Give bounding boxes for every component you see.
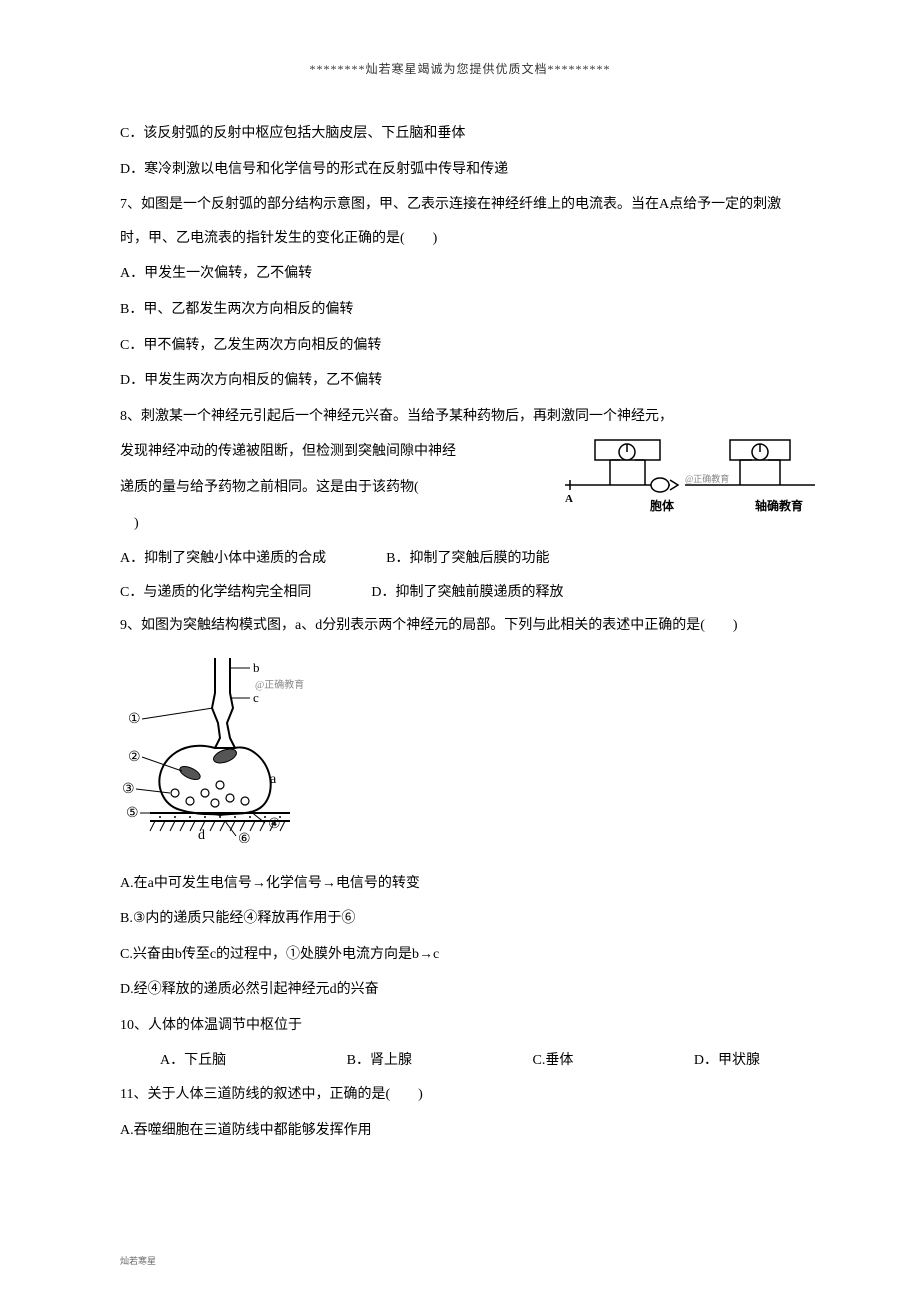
circuit-diagram: A 胞体 轴确教育 @正确教育 [560,430,820,510]
option-text: B．肾上腺 [347,1044,412,1078]
synapse-diagram: b c @正确教育 [120,653,800,857]
label-body: 胞体 [650,498,675,513]
option-text: B.③内的递质只能经④释放再作用于⑥ [120,902,800,936]
label-3: ③ [122,782,135,797]
option-text: C．该反射弧的反射中枢应包括大脑皮层、下丘脑和垂体 [120,117,800,151]
content-body: C．该反射弧的反射中枢应包括大脑皮层、下丘脑和垂体 D．寒冷刺激以电信号和化学信… [120,117,800,1147]
option-text: D．甲状腺 [694,1044,760,1078]
option-text: B．抑制了突触后膜的功能 [386,542,549,576]
label-right: 轴确教育 [755,498,803,513]
page-footer: 灿若寒星 [120,1254,156,1267]
question-text: 10、人体的体温调节中枢位于 [120,1009,800,1043]
question-text: ) [120,507,540,541]
label-a: A [565,493,573,505]
question-text: 递质的量与给予药物之前相同。这是由于该药物( [120,471,540,505]
option-text: B．甲、乙都发生两次方向相反的偏转 [120,293,800,327]
option-text: C．与递质的化学结构完全相同 [120,576,311,610]
option-text: C．甲不偏转，乙发生两次方向相反的偏转 [120,329,800,363]
question-text: 9、如图为突触结构模式图，a、d分别表示两个神经元的局部。下列与此相关的表述中正… [120,609,800,643]
question-text: 发现神经冲动的传递被阻断，但检测到突触间隙中神经 [120,435,540,469]
option-text: D.经④释放的递质必然引起神经元d的兴奋 [120,973,800,1007]
question-text: 7、如图是一个反射弧的部分结构示意图，甲、乙表示连接在神经纤维上的电流表。当在A… [120,188,800,255]
option-text: D．抑制了突触前膜递质的释放 [371,576,563,610]
option-text: D．甲发生两次方向相反的偏转，乙不偏转 [120,364,800,398]
label-4: ④ [268,817,281,832]
label-d: d [198,828,205,843]
label-b: b [253,660,260,675]
option-text: D．寒冷刺激以电信号和化学信号的形式在反射弧中传导和传递 [120,153,800,187]
options-row: A．下丘脑 B．肾上腺 C.垂体 D．甲状腺 [120,1044,800,1078]
label-5: ⑤ [126,806,139,821]
question-8-wrapper: 8、刺激某一个神经元引起后一个神经元兴奋。当给予某种药物后，再刺激同一个神经元，… [120,400,800,540]
page-header: ********灿若寒星竭诚为您提供优质文档********* [120,60,800,77]
option-text: A．下丘脑 [160,1044,226,1078]
option-text: C.兴奋由b传至c的过程中，①处膜外电流方向是b→c [120,938,800,972]
label-c: c [253,690,259,705]
options-row: A．抑制了突触小体中递质的合成 B．抑制了突触后膜的功能 [120,542,800,576]
label-6: ⑥ [238,832,251,843]
option-text: A.在a中可发生电信号→化学信号→电信号的转变 [120,867,800,901]
question-text: 11、关于人体三道防线的叙述中，正确的是( ) [120,1078,800,1112]
label-1: ① [128,712,141,727]
label-a2: a [270,772,277,787]
label-2: ② [128,750,141,765]
watermark-text: @正确教育 [255,678,304,691]
option-text: C.垂体 [533,1044,574,1078]
option-text: A．甲发生一次偏转，乙不偏转 [120,257,800,291]
watermark-text: @正确教育 [685,473,729,484]
option-text: A．抑制了突触小体中递质的合成 [120,542,326,576]
question-text: 8、刺激某一个神经元引起后一个神经元兴奋。当给予某种药物后，再刺激同一个神经元， [120,400,800,434]
option-text: A.吞噬细胞在三道防线中都能够发挥作用 [120,1114,800,1148]
options-row: C．与递质的化学结构完全相同 D．抑制了突触前膜递质的释放 [120,576,800,610]
